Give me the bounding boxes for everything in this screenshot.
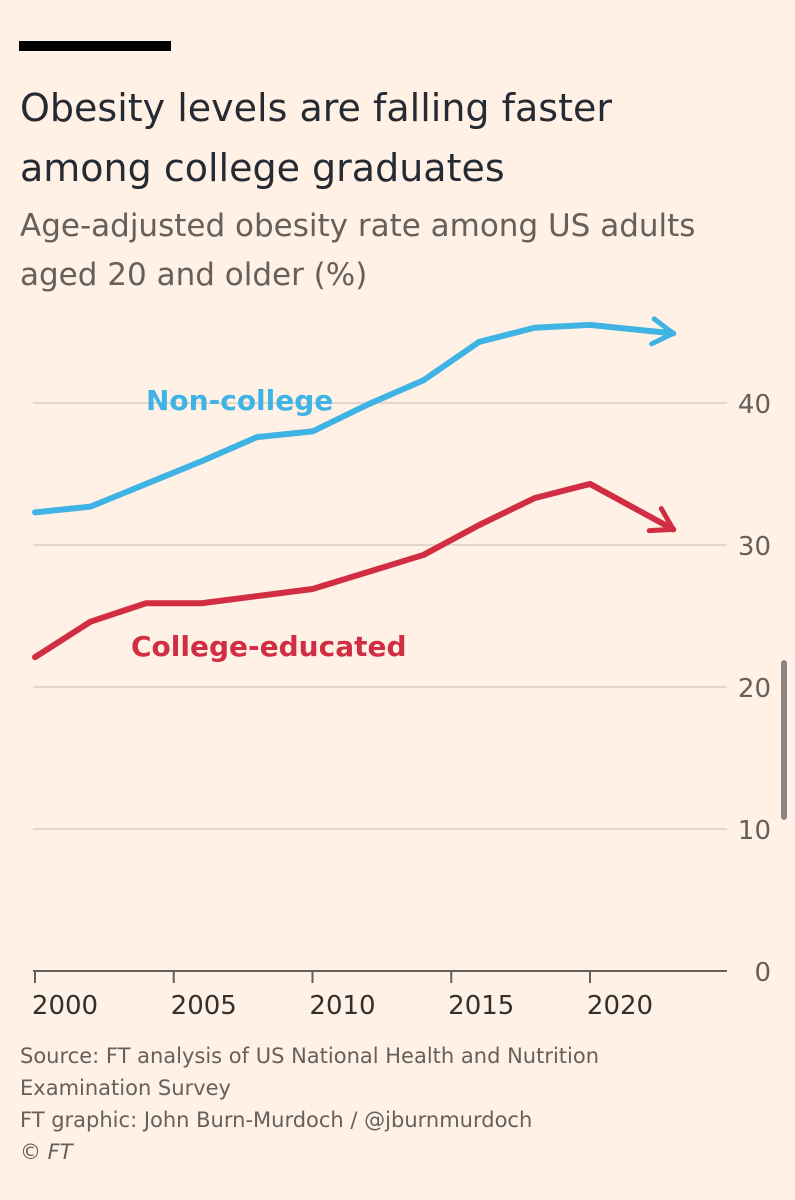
x-tick-label-2020: 2020 — [587, 991, 653, 1021]
source-line-2: Examination Survey — [20, 1076, 231, 1100]
y-tick-label-20: 20 — [738, 674, 771, 704]
series-line-college-educated — [32, 480, 677, 661]
source-line-1: Source: FT analysis of US National Healt… — [20, 1044, 600, 1068]
credit-line: FT graphic: John Burn-Murdoch / @jburnmu… — [20, 1108, 533, 1132]
x-tick-label-2015: 2015 — [448, 991, 514, 1021]
y-tick-label-10: 10 — [738, 816, 771, 846]
series-label-non-college: Non-college — [146, 384, 333, 417]
x-tick-label-2010: 2010 — [309, 991, 375, 1021]
chart-subtitle: Age-adjusted obesity rate among US adult… — [20, 208, 696, 293]
y-tick-label-30: 30 — [738, 532, 771, 562]
arrowhead-college-educated — [646, 506, 676, 534]
series-label-college-educated: College-educated — [131, 630, 407, 663]
x-tick-label-2005: 2005 — [171, 991, 237, 1021]
arrowhead-non-college — [649, 316, 676, 347]
chart-title: Obesity levels are falling faster among c… — [20, 86, 612, 190]
series-line-non-college — [32, 321, 677, 516]
copyright: © FT — [20, 1140, 73, 1164]
x-tick-label-2000: 2000 — [32, 991, 98, 1021]
y-tick-label-40: 40 — [738, 390, 771, 420]
scrollbar-thumb[interactable] — [781, 660, 787, 820]
line-chart: 0 10 20 30 40 2000 2005 2010 2015 2020 Non-college… — [32, 316, 771, 1021]
ft-brand-bar — [19, 41, 171, 51]
y-tick-label-0: 0 — [754, 958, 771, 988]
chart-footer: Source: FT analysis of US National Healt… — [20, 1040, 780, 1168]
